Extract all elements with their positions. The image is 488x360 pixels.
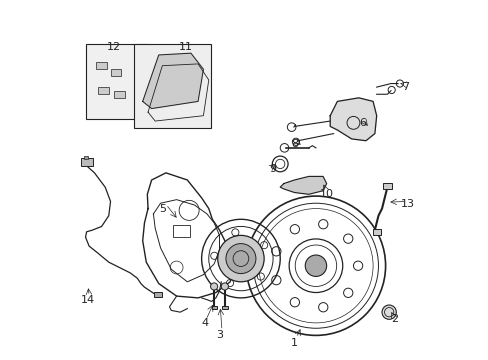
Text: 9: 9 — [268, 164, 275, 174]
Circle shape — [381, 305, 395, 319]
Bar — [154, 292, 162, 297]
Circle shape — [210, 283, 217, 290]
Circle shape — [221, 283, 228, 290]
Text: 12: 12 — [106, 42, 120, 52]
Text: 7: 7 — [401, 82, 408, 92]
Polygon shape — [142, 53, 203, 109]
Text: 6: 6 — [358, 118, 365, 128]
Bar — [81, 158, 93, 166]
Circle shape — [217, 235, 264, 282]
Text: 3: 3 — [216, 330, 223, 341]
Bar — [114, 91, 124, 98]
Bar — [173, 225, 190, 237]
Bar — [382, 183, 391, 189]
Bar — [134, 44, 210, 128]
Bar — [372, 229, 380, 235]
Bar — [83, 157, 88, 159]
Polygon shape — [148, 64, 208, 121]
Text: 13: 13 — [400, 199, 414, 209]
Text: 5: 5 — [159, 203, 165, 213]
Bar — [98, 87, 108, 94]
Text: 4: 4 — [201, 318, 208, 328]
Bar — [211, 306, 217, 309]
Text: 2: 2 — [390, 314, 397, 324]
Text: 10: 10 — [319, 189, 333, 199]
Text: 1: 1 — [290, 338, 297, 347]
Text: 8: 8 — [290, 139, 298, 149]
Bar — [96, 62, 107, 69]
Text: 14: 14 — [81, 295, 95, 305]
Circle shape — [225, 244, 255, 274]
Polygon shape — [329, 98, 376, 141]
Circle shape — [305, 255, 326, 276]
Text: 11: 11 — [178, 42, 192, 52]
Bar — [110, 69, 121, 76]
Polygon shape — [280, 176, 326, 194]
Bar — [85, 44, 148, 119]
Bar — [222, 306, 227, 309]
